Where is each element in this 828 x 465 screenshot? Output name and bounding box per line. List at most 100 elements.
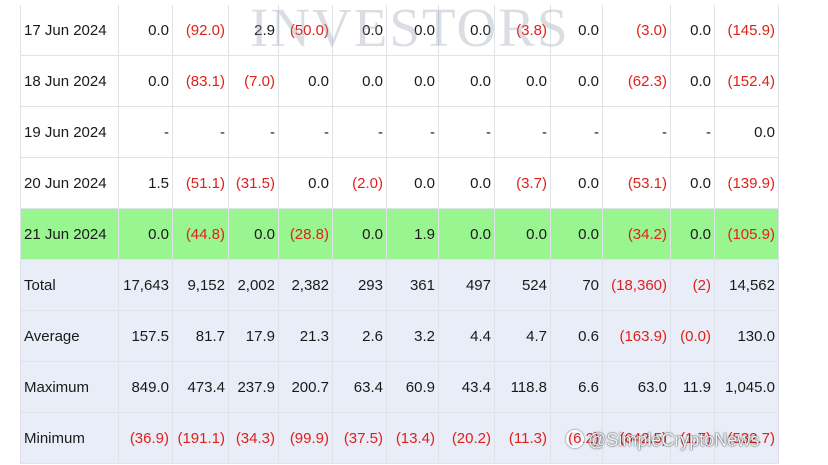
table-cell: 0.0	[438, 208, 495, 260]
table-cell: 473.4	[172, 361, 229, 413]
row-label: Total	[20, 259, 119, 311]
table-cell: 0.0	[278, 157, 333, 209]
table-cell: 3.2	[386, 310, 439, 362]
table-cell: (152.4)	[714, 55, 779, 107]
table-cell: -	[438, 106, 495, 158]
table-cell: (99.9)	[278, 412, 333, 464]
table-cell: 200.7	[278, 361, 333, 413]
table-cell: 0.0	[278, 55, 333, 107]
table-cell: 0.0	[386, 5, 439, 56]
table-cell: 63.4	[332, 361, 387, 413]
table-cell: 0.0	[438, 55, 495, 107]
table-cell: 17,643	[118, 259, 173, 311]
table-cell: -	[172, 106, 229, 158]
table-cell: 4.7	[494, 310, 551, 362]
table-cell: 2.9	[228, 5, 279, 56]
table-cell: 60.9	[386, 361, 439, 413]
table-cell: 2,382	[278, 259, 333, 311]
table-cell: -	[602, 106, 671, 158]
table-cell: 0.0	[438, 157, 495, 209]
table-cell: (92.0)	[172, 5, 229, 56]
table-cell: (2.0)	[332, 157, 387, 209]
table-cell: (105.9)	[714, 208, 779, 260]
row-label: 17 Jun 2024	[20, 5, 119, 56]
row-label: 19 Jun 2024	[20, 106, 119, 158]
table-cell: 0.0	[670, 5, 715, 56]
table-cell: 0.0	[332, 55, 387, 107]
table-cell: (20.2)	[438, 412, 495, 464]
table-cell: 0.0	[438, 5, 495, 56]
table-cell: 9,152	[172, 259, 229, 311]
table-cell: 0.0	[494, 208, 551, 260]
row-label: Average	[20, 310, 119, 362]
table-row: Maximum 849.0 473.4 237.9 200.7 63.4 60.9 43.4 1…	[20, 361, 779, 413]
table-row: Total 17,643 9,152 2,002 2,382 293 361 497 524 70…	[20, 259, 779, 311]
table-cell: (36.9)	[118, 412, 173, 464]
table-cell: (34.3)	[228, 412, 279, 464]
table-cell: (18,360)	[602, 259, 671, 311]
table-row: 20 Jun 2024 1.5 (51.1) (31.5) 0.0 (2.0) 0.0 0.0…	[20, 157, 779, 209]
table-cell: (2)	[670, 259, 715, 311]
table-cell: 11.9	[670, 361, 715, 413]
table-cell: 63.0	[602, 361, 671, 413]
table-cell: 0.0	[550, 5, 603, 56]
table-cell: 0.0	[386, 157, 439, 209]
table-cell: 0.0	[670, 208, 715, 260]
table-cell: 0.0	[228, 208, 279, 260]
etf-flows-table: 17 Jun 2024 0.0 (92.0) 2.9 (50.0) 0.0 0.0 0.0 (3…	[20, 5, 779, 464]
table-cell: 0.0	[550, 55, 603, 107]
table-cell: (50.0)	[278, 5, 333, 56]
flows-table-container: 17 Jun 2024 0.0 (92.0) 2.9 (50.0) 0.0 0.0 0.0 (3…	[20, 5, 779, 464]
table-cell: 1.5	[118, 157, 173, 209]
table-cell: -	[494, 106, 551, 158]
table-cell: 293	[332, 259, 387, 311]
table-cell: (37.5)	[332, 412, 387, 464]
table-cell: 1.9	[386, 208, 439, 260]
table-cell: 0.0	[494, 55, 551, 107]
table-cell: 0.0	[118, 208, 173, 260]
table-body: 17 Jun 2024 0.0 (92.0) 2.9 (50.0) 0.0 0.0 0.0 (3…	[20, 5, 779, 464]
table-cell: -	[386, 106, 439, 158]
table-cell: 81.7	[172, 310, 229, 362]
table-cell: 497	[438, 259, 495, 311]
table-cell: (31.5)	[228, 157, 279, 209]
table-cell: (1.7)	[670, 412, 715, 464]
table-cell: -	[278, 106, 333, 158]
table-cell: (642.5)	[602, 412, 671, 464]
table-cell: (145.9)	[714, 5, 779, 56]
table-cell: (51.1)	[172, 157, 229, 209]
table-cell: (163.9)	[602, 310, 671, 362]
table-row: Average 157.5 81.7 17.9 21.3 2.6 3.2 4.4 4.7 0.6(…	[20, 310, 779, 362]
table-cell: 361	[386, 259, 439, 311]
table-cell: (44.8)	[172, 208, 229, 260]
table-cell: (139.9)	[714, 157, 779, 209]
table-cell: -	[228, 106, 279, 158]
row-label: 21 Jun 2024	[20, 208, 119, 260]
table-cell: 4.4	[438, 310, 495, 362]
table-cell: (6.2)	[550, 412, 603, 464]
table-cell: 17.9	[228, 310, 279, 362]
table-cell: 14,562	[714, 259, 779, 311]
table-cell: (53.1)	[602, 157, 671, 209]
table-cell: -	[550, 106, 603, 158]
table-cell: 6.6	[550, 361, 603, 413]
table-cell: 0.6	[550, 310, 603, 362]
table-cell: (13.4)	[386, 412, 439, 464]
table-cell: 1,045.0	[714, 361, 779, 413]
row-label: 20 Jun 2024	[20, 157, 119, 209]
table-row: 18 Jun 2024 0.0 (83.1) (7.0) 0.0 0.0 0.0 0.0 0.0…	[20, 55, 779, 107]
table-row: 19 Jun 2024- - - - - - - - - - -0.0	[20, 106, 779, 158]
table-cell: 849.0	[118, 361, 173, 413]
table-cell: (62.3)	[602, 55, 671, 107]
table-cell: 130.0	[714, 310, 779, 362]
table-cell: 118.8	[494, 361, 551, 413]
table-cell: 0.0	[670, 55, 715, 107]
table-cell: -	[332, 106, 387, 158]
table-cell: 2,002	[228, 259, 279, 311]
table-row: Minimum (36.9) (191.1) (34.3) (99.9) (37.5) (1…	[20, 412, 779, 464]
table-cell: 237.9	[228, 361, 279, 413]
table-cell: (83.1)	[172, 55, 229, 107]
table-cell: 0.0	[714, 106, 779, 158]
table-cell: (0.0)	[670, 310, 715, 362]
table-cell: 0.0	[550, 157, 603, 209]
